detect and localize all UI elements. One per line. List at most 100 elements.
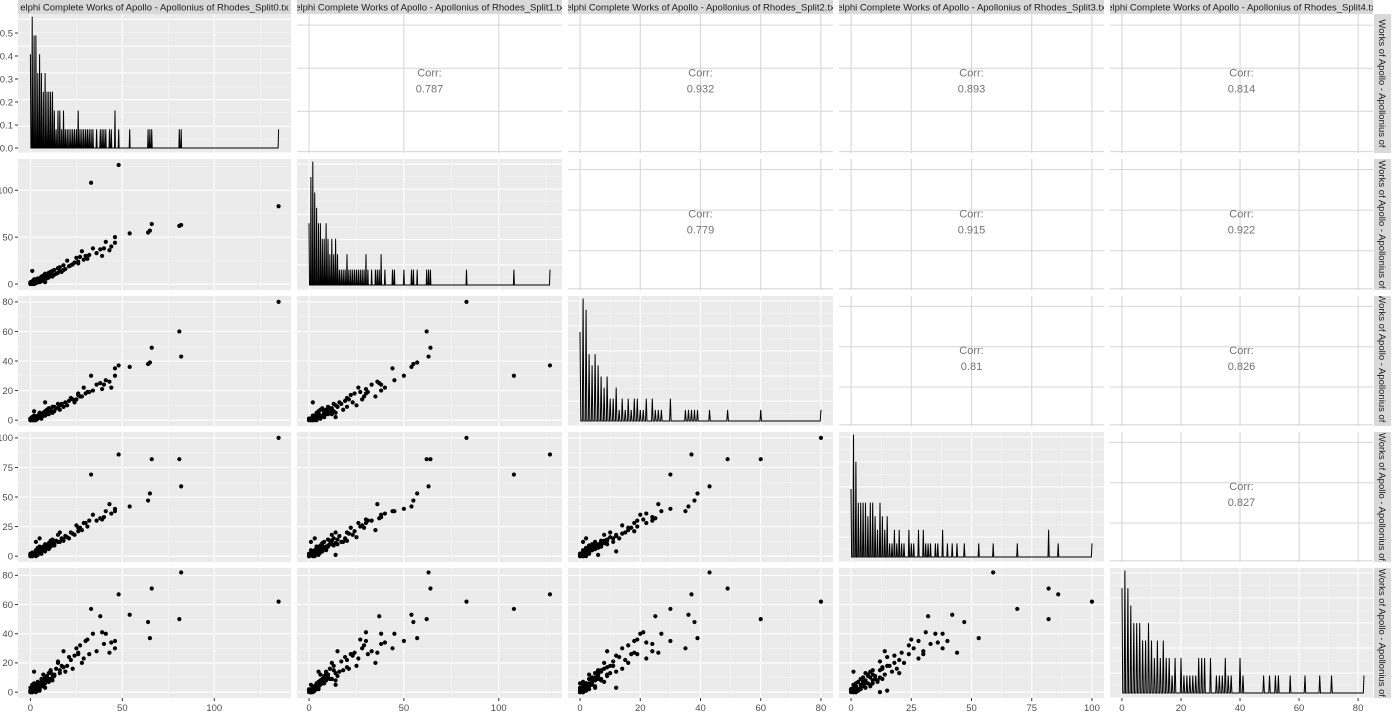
panel-background [18,568,291,698]
data-point [30,415,35,420]
data-point [77,525,83,530]
data-point [337,669,342,674]
corr-label: Corr: [417,68,441,80]
data-point [101,382,107,387]
strip-background [297,0,562,14]
data-point [33,539,39,545]
data-point [100,253,105,259]
data-point [65,663,70,668]
data-point [921,649,926,654]
data-point [659,631,664,636]
data-point [74,255,79,260]
x-tick-label: 80 [816,703,827,714]
data-point [426,570,431,575]
data-point [100,386,105,392]
data-point [589,679,595,684]
data-point [614,669,619,674]
data-point [116,592,121,597]
corr-value: 0.779 [687,225,715,237]
row-strip-label: Works of Apollo - Apollonius of [1376,569,1387,698]
data-point [583,545,589,550]
data-point [149,586,154,591]
data-point [312,553,317,559]
data-point [43,400,48,405]
data-point [409,504,414,509]
column-strip: elphi Complete Works of Apollo - Apollon… [18,0,291,14]
data-point [511,472,517,477]
data-point [276,299,281,305]
column-strip-label: elphi Complete Works of Apollo - Apollon… [566,3,835,14]
data-point [620,646,625,651]
data-point [659,509,664,514]
data-point [87,652,92,657]
data-point [37,279,42,284]
corr-label: Corr: [688,209,712,221]
data-point [758,457,763,462]
data-point [950,612,955,617]
data-point [348,652,353,657]
data-point [100,517,105,522]
data-point [81,257,86,262]
corr-value: 0.826 [1228,361,1256,373]
panel-background [297,159,562,290]
data-point [885,688,890,693]
data-point [875,679,880,684]
data-point [31,277,37,282]
data-point [885,654,890,660]
data-point [52,267,57,273]
y-tick-label: 20 [2,386,13,397]
corr-label: Corr: [688,68,712,80]
data-point [668,606,673,612]
data-point [686,612,691,617]
row-strip-label: Works of Apollo - Apollonius of [1376,19,1387,148]
panel: Corr: 0.814 [1110,14,1373,153]
data-point [589,544,595,549]
data-point [79,249,84,254]
y-tick-label: 75 [2,463,13,474]
data-point [354,663,359,668]
data-point [331,543,336,548]
data-point [314,545,319,550]
data-point [424,457,429,462]
data-point [352,391,357,396]
data-point [361,643,367,648]
data-point [48,676,53,682]
data-point [337,533,342,539]
data-point [892,660,897,666]
data-point [103,509,108,514]
data-point [37,688,42,693]
data-point [33,689,39,695]
density-line [29,16,280,149]
panel [297,296,562,426]
data-point [37,410,42,415]
row-strip: Works of Apollo - Apollonius of [1374,159,1391,290]
data-point [43,280,48,285]
data-point [324,412,329,417]
corr-value: 0.81 [961,361,982,373]
data-point [324,675,329,680]
data-point [63,533,68,539]
strip-background [568,0,833,14]
data-point [66,264,72,269]
data-point [39,551,44,556]
data-point [33,548,39,553]
data-point [324,548,329,553]
data-point [341,407,346,412]
data-point [695,636,700,641]
data-point [79,660,84,666]
data-point [30,552,35,558]
panel [839,432,1104,563]
data-point [352,650,357,655]
data-point [379,514,384,520]
panel: Corr: 0.826 [1110,296,1373,426]
data-point [103,239,108,244]
data-point [424,329,429,334]
data-point [877,659,883,664]
panel: Corr: 0.915 [839,159,1104,290]
column-strip-label: elphi Complete Works of Apollo - Apollon… [1107,3,1376,14]
data-point [81,385,86,390]
data-point [692,619,697,625]
data-point [596,552,601,558]
y-tick-label: 40 [2,356,13,367]
data-point [346,397,351,402]
